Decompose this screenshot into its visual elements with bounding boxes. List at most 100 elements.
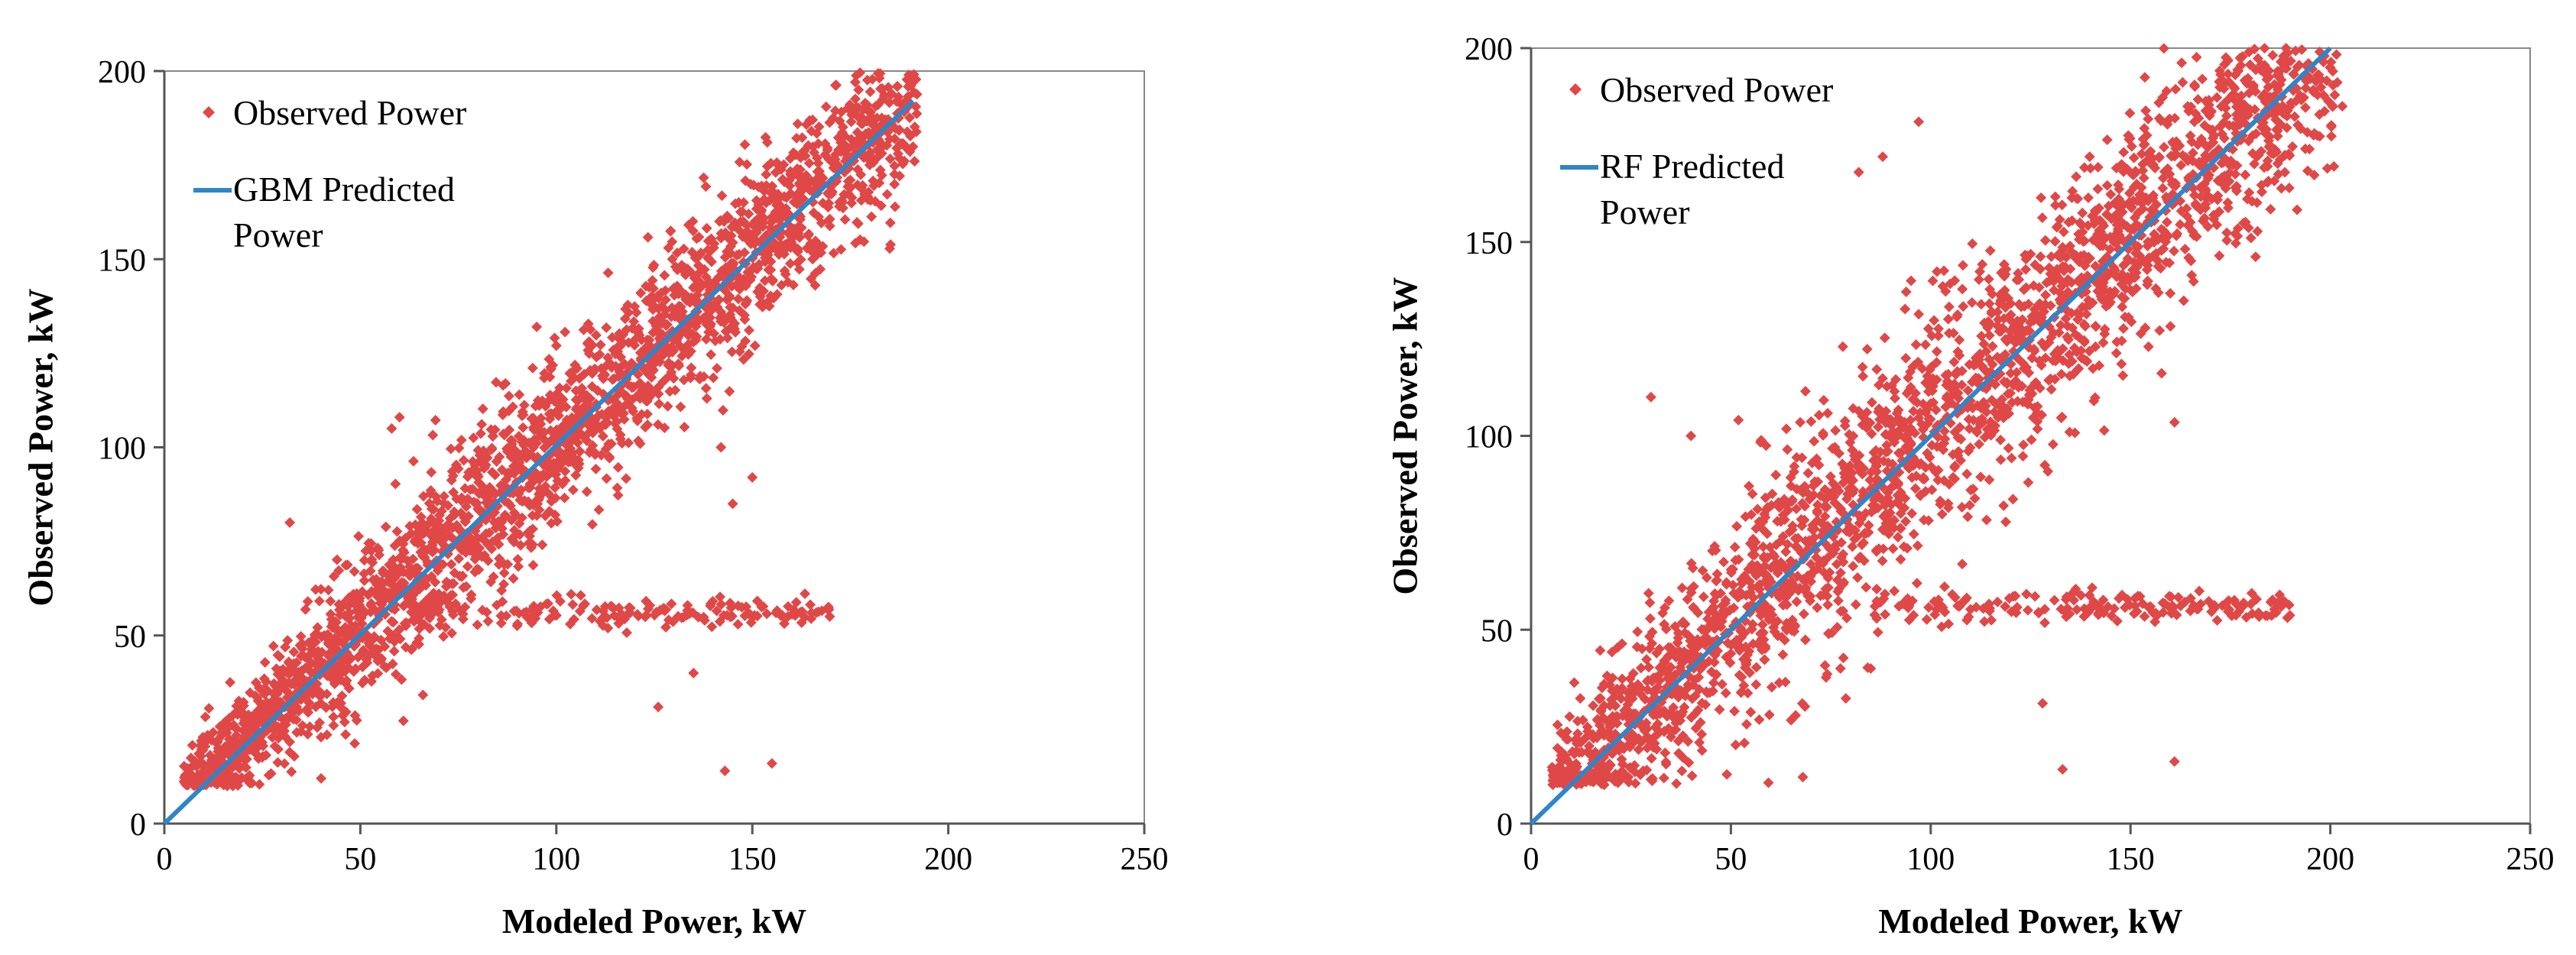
observed-point [686,362,697,374]
observed-point [207,727,219,738]
observed-point [627,394,638,406]
observed-point [868,175,879,186]
observed-point [1696,745,1708,756]
observed-point [366,554,378,565]
observed-point [456,571,467,582]
observed-point [1948,461,1960,473]
observed-point [1963,413,1974,425]
observed-point [2028,343,2039,354]
observed-point [761,169,772,180]
observed-point [692,283,703,294]
observed-point [2066,215,2078,226]
observed-outlier-point [719,766,731,777]
observed-point [1848,561,1859,572]
observed-outlier-point [715,442,727,453]
observed-point [2013,267,2024,279]
observed-point [430,576,441,588]
observed-point [527,559,539,571]
observed-point [727,237,738,248]
observed-point [765,217,777,228]
x-axis-title: Modeled Power, kW [502,902,806,940]
observed-point [693,261,705,272]
observed-point [759,252,771,264]
observed-point [638,388,650,400]
observed-point [283,711,294,722]
observed-point [706,621,718,633]
observed-point [2157,183,2169,194]
observed-point [799,588,810,600]
observed-point [1929,315,1940,326]
observed-point [1805,576,1817,588]
observed-point [2032,416,2043,427]
observed-point [910,126,922,138]
observed-point [2244,59,2256,70]
observed-point [664,386,676,397]
observed-point [902,91,913,102]
observed-point [2039,459,2051,471]
observed-point [2185,101,2197,112]
observed-point [279,758,290,769]
observed-point [304,721,316,733]
observed-point [553,425,564,436]
observed-point [673,360,685,371]
observed-point [1938,426,1950,437]
observed-point [493,539,504,550]
observed-point [1984,283,1996,295]
observed-point [310,584,321,595]
observed-point [1958,260,1969,271]
observed-point [724,386,735,397]
observed-point [2192,94,2204,105]
observed-point [2130,267,2142,278]
observed-point [2153,112,2165,124]
observed-point [232,780,244,792]
observed-point [615,429,626,441]
observed-point [757,301,768,312]
observed-point [351,714,362,726]
observed-point [683,292,694,303]
observed-point [749,215,761,227]
observed-point [732,619,744,630]
observed-point [866,211,878,222]
observed-point [433,604,445,616]
observed-point [715,316,727,327]
observed-point [1708,677,1719,688]
observed-point [2308,86,2319,98]
observed-point [574,605,586,617]
y-tick-label: 150 [98,243,146,278]
observed-point [1805,558,1817,570]
observed-point [2062,320,2073,332]
observed-point [776,280,787,291]
observed-point [2211,219,2223,231]
observed-point [686,267,697,279]
observed-point [430,415,441,426]
observed-point [797,193,809,205]
observed-point [2158,141,2169,153]
observed-point [310,636,322,648]
observed-point [1674,646,1685,657]
observed-point [356,586,368,597]
observed-point [2075,217,2086,228]
observed-point [1942,313,1954,325]
x-tick-label: 0 [157,842,173,877]
observed-point [628,406,639,417]
observed-point [1564,757,1575,769]
observed-point [2325,120,2337,131]
observed-point [761,137,773,148]
observed-point [725,248,737,259]
observed-point [1931,374,1942,386]
observed-point [2259,43,2270,54]
observed-outlier-point [727,498,738,510]
observed-point [2221,227,2233,238]
observed-point [669,304,680,316]
observed-point [2259,88,2270,99]
observed-point [782,227,793,238]
observed-point [1958,301,1969,312]
observed-point [2090,261,2101,272]
observed-point [2110,162,2122,173]
observed-point [268,678,280,689]
observed-point [1956,501,1968,513]
observed-point [1857,537,1869,549]
observed-point [1708,601,1719,613]
observed-point [2047,439,2059,450]
observed-point [407,455,419,467]
